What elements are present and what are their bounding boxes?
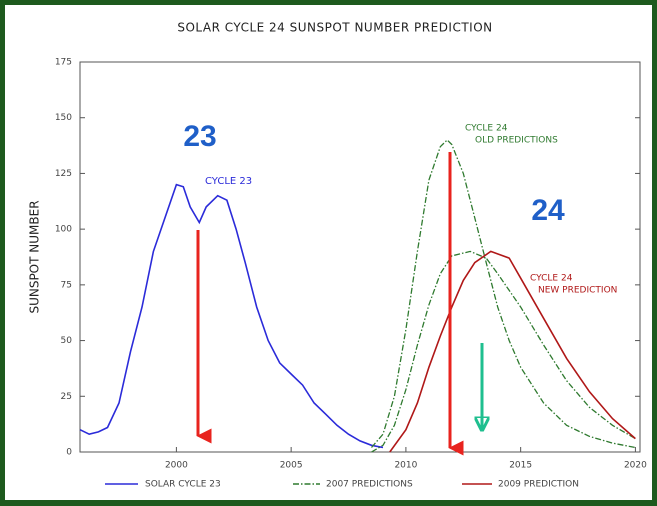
annotation: CYCLE 23 — [205, 176, 252, 187]
y-tick-label: 175 — [55, 58, 72, 68]
plot-frame — [79, 61, 641, 453]
annotation: CYCLE 24 — [465, 124, 508, 134]
x-tick-label: 2000 — [165, 461, 188, 471]
y-tick-label: 125 — [55, 169, 72, 179]
x-tick-label: 2005 — [280, 461, 303, 471]
panel — [5, 5, 652, 500]
legend-label: SOLAR CYCLE 23 — [145, 480, 221, 490]
legend-label: 2009 PREDICTION — [498, 480, 579, 490]
x-tick-label: 2015 — [509, 461, 532, 471]
y-tick-label: 50 — [61, 336, 73, 346]
series-line — [389, 250, 636, 453]
x-tick-label: 2010 — [394, 461, 417, 471]
legend-label: 2007 PREDICTIONS — [326, 480, 413, 490]
x-tick-label: 2020 — [624, 461, 647, 471]
y-tick-label: 100 — [55, 225, 72, 235]
annotation: 23 — [183, 120, 216, 153]
chart-title: SOLAR CYCLE 24 SUNSPOT NUMBER PREDICTION — [177, 21, 492, 35]
y-tick-label: 25 — [61, 392, 72, 402]
y-tick-label: 75 — [61, 280, 72, 290]
annotation: 24 — [531, 194, 565, 227]
annotation: CYCLE 24 — [530, 274, 573, 284]
series-line — [371, 139, 636, 449]
y-axis-label: SUNSPOT NUMBER — [28, 200, 42, 313]
y-tick-label: 150 — [55, 113, 72, 123]
series-line — [79, 183, 384, 449]
annotation: OLD PREDICTIONS — [475, 136, 558, 146]
y-tick-label: 0 — [66, 448, 72, 458]
series-line — [371, 250, 636, 453]
annotation: NEW PREDICTION — [538, 286, 617, 296]
